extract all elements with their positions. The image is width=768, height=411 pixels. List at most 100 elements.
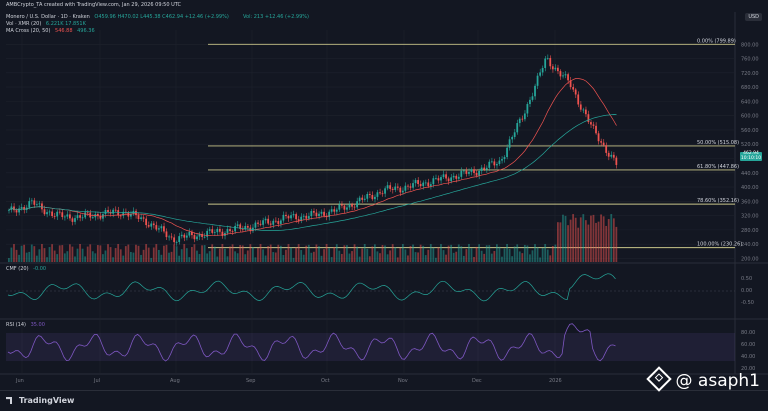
volume-bar	[440, 244, 442, 262]
volume-bar	[51, 244, 53, 262]
volume-bar	[409, 246, 412, 262]
volume-bar	[170, 251, 173, 262]
candle-body	[152, 223, 155, 226]
currency-button[interactable]: USD	[745, 13, 762, 21]
candle-body	[307, 216, 310, 219]
candle-body	[435, 178, 437, 180]
volume-bar	[142, 249, 145, 262]
y-tick-label: 280.00	[741, 228, 759, 234]
volume-bar	[147, 247, 150, 262]
x-tick-label: Oct	[321, 378, 330, 384]
cmf-line	[7, 273, 616, 302]
candle-body	[274, 220, 277, 222]
volume-bar	[592, 214, 595, 262]
volume-bar	[249, 244, 252, 262]
candle-body	[86, 212, 89, 214]
volume-bar	[493, 251, 496, 262]
volume-bar	[340, 253, 343, 262]
volume-bar	[559, 222, 562, 262]
volume-bar	[300, 250, 303, 262]
cmf-legend[interactable]: CMF (20) -0.00	[6, 266, 46, 272]
candle-body	[30, 200, 33, 202]
candle-body	[353, 206, 356, 208]
candle-body	[351, 204, 353, 207]
candle-body	[267, 218, 270, 224]
candle-body	[81, 217, 84, 219]
candle-body	[600, 141, 602, 143]
volume-bar	[399, 247, 402, 262]
volume-bar	[257, 248, 259, 262]
candle-body	[498, 160, 501, 165]
volume-bar	[178, 255, 181, 262]
x-tick-label: Sep	[246, 378, 255, 384]
volume-bar	[155, 244, 158, 262]
volume-bar	[229, 246, 231, 262]
candle-body	[386, 185, 389, 189]
candle-body	[165, 231, 168, 238]
candle-body	[559, 71, 562, 77]
volume-bar	[292, 257, 295, 262]
volume-bar	[320, 255, 323, 262]
watermark: @ asaph1	[645, 366, 760, 392]
volume-bar	[307, 244, 310, 262]
candle-body	[526, 104, 529, 114]
candle-body	[376, 192, 379, 197]
volume-bar	[310, 252, 313, 262]
candle-body	[584, 109, 587, 115]
volume-bar	[79, 244, 81, 262]
candle-body	[257, 222, 259, 224]
volume-bar	[252, 247, 254, 262]
volume-bar	[30, 244, 33, 262]
ohlc-values: O459.96 H470.02 L445.38 C462.94 +12.46 (…	[94, 14, 229, 20]
candle-body	[272, 220, 275, 225]
volume-bar	[470, 248, 473, 262]
candle-body	[539, 72, 541, 76]
volume-bar	[185, 248, 188, 262]
candle-body	[396, 186, 399, 188]
candle-body	[163, 226, 165, 232]
candle-body	[160, 226, 163, 229]
candle-body	[226, 229, 229, 233]
volume-bar	[450, 244, 453, 262]
candle-body	[356, 201, 358, 208]
candle-body	[452, 175, 455, 178]
candle-body	[551, 66, 554, 70]
candle-body	[531, 96, 534, 100]
candle-body	[76, 215, 79, 219]
volume-bar	[496, 244, 498, 262]
candle-body	[597, 133, 600, 142]
volume-bar	[43, 248, 46, 262]
volume-bar	[511, 256, 514, 262]
tradingview-logo[interactable]: TradingView	[6, 396, 74, 405]
candle-body	[218, 228, 221, 232]
volume-bar	[302, 254, 305, 262]
volume-bar	[488, 245, 491, 262]
volume-bar	[490, 253, 493, 262]
volume-bar	[389, 250, 392, 262]
volume-bar	[206, 253, 209, 262]
volume-bar	[315, 244, 318, 262]
volume-bar	[577, 227, 580, 262]
volume-bar	[239, 245, 242, 262]
price-chart[interactable]: 800.00 760.00 720.00 680.00 640.00 600.00 560.…	[0, 0, 768, 390]
volume-bar	[455, 251, 458, 262]
y-tick-label: 200.00	[741, 256, 759, 262]
candle-body	[574, 89, 577, 95]
rsi-legend[interactable]: RSI (14) 35.00	[6, 322, 45, 328]
candle-body	[361, 197, 364, 200]
volume-bar	[358, 256, 361, 262]
volume-bar	[483, 253, 486, 262]
volume-bar	[114, 248, 117, 262]
volume-bar	[132, 252, 135, 262]
volume-bar	[615, 226, 618, 262]
top-note: AMBCrypto_TA created with TradingView.co…	[6, 2, 182, 8]
volume-legend[interactable]: Vol · XMR (20) 6.221K 17.851K	[6, 21, 86, 27]
candle-body	[269, 223, 272, 225]
ma-legend[interactable]: MA Cross (20, 50) 546.88 496.36	[6, 28, 95, 34]
symbol-legend[interactable]: Monero / U.S. Dollar · 1D · Kraken O459.…	[6, 14, 229, 20]
candle-body	[46, 212, 48, 215]
volume-bar	[508, 248, 511, 262]
x-tick-label: Aug	[170, 378, 180, 384]
candle-body	[607, 152, 610, 157]
volume-bar	[590, 215, 592, 262]
